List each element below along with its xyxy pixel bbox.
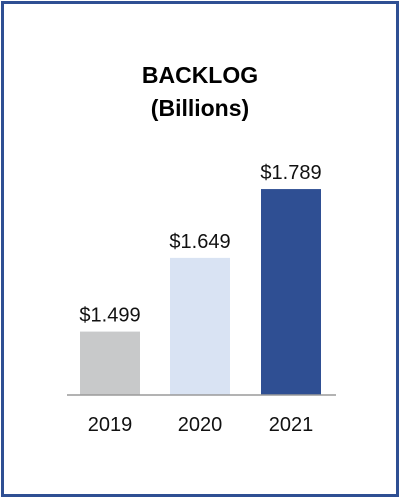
- bar-2021: [261, 189, 321, 395]
- chart-title: BACKLOG: [142, 62, 258, 88]
- category-label-2020: 2020: [178, 414, 223, 436]
- category-label-2021: 2021: [269, 414, 314, 436]
- bar-2020: [170, 257, 230, 395]
- bar-2019: [80, 331, 140, 395]
- category-label-2019: 2019: [88, 414, 133, 436]
- value-label-2019: $1.499: [79, 305, 140, 327]
- value-label-2021: $1.789: [260, 162, 321, 184]
- value-label-2020: $1.649: [169, 231, 230, 253]
- chart-subtitle: (Billions): [151, 95, 249, 121]
